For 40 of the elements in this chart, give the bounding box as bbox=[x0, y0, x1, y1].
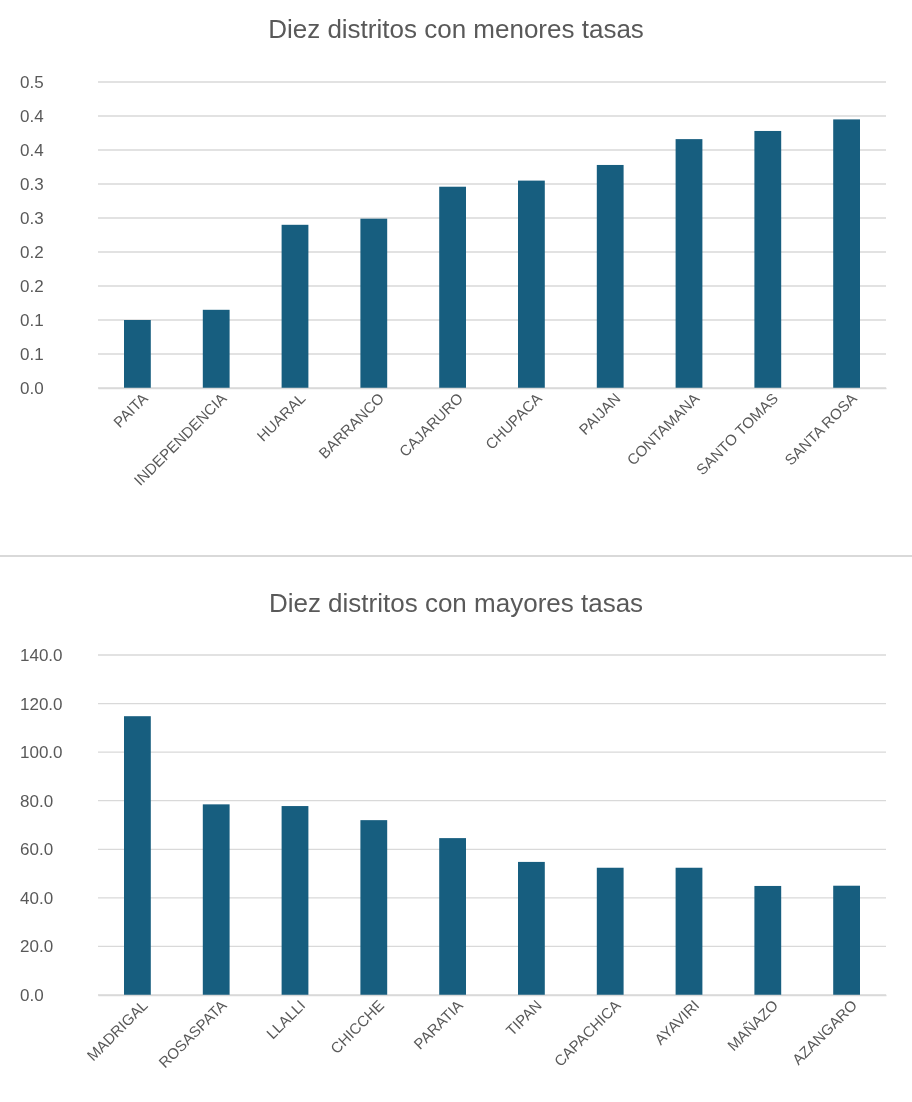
bar bbox=[518, 861, 545, 995]
bar bbox=[439, 186, 466, 388]
bar bbox=[281, 224, 309, 388]
bar bbox=[439, 838, 466, 995]
y-tick-label: 0.1 bbox=[20, 344, 44, 364]
bar bbox=[124, 320, 151, 388]
y-tick-label: 140.0 bbox=[20, 645, 63, 665]
bar bbox=[202, 309, 230, 388]
y-tick-label: 100.0 bbox=[20, 743, 63, 763]
y-tick-label: 0.5 bbox=[20, 72, 44, 92]
y-tick-label: 0.0 bbox=[20, 985, 44, 1005]
bar bbox=[281, 806, 309, 995]
y-tick-label: 0.4 bbox=[20, 140, 44, 160]
y-tick-label: 120.0 bbox=[20, 694, 63, 714]
y-tick-label: 80.0 bbox=[20, 791, 54, 811]
y-tick-label: 0.3 bbox=[20, 174, 44, 194]
y-tick-label: 0.2 bbox=[20, 242, 44, 262]
bar bbox=[754, 130, 782, 388]
chart-title: Diez distritos con mayores tasas bbox=[268, 588, 644, 618]
y-tick-label: 60.0 bbox=[20, 840, 54, 860]
bar bbox=[518, 180, 545, 388]
bar bbox=[833, 885, 860, 995]
bar bbox=[202, 804, 230, 995]
bar bbox=[596, 867, 624, 995]
bar bbox=[675, 139, 703, 388]
chart-title: Diez distritos con menores tasas bbox=[268, 14, 644, 44]
bar bbox=[124, 716, 151, 995]
bar bbox=[754, 885, 782, 995]
y-tick-label: 0.1 bbox=[20, 310, 44, 330]
y-tick-label: 0.3 bbox=[20, 208, 44, 228]
bar bbox=[596, 164, 624, 388]
y-tick-label: 20.0 bbox=[20, 937, 54, 957]
bar bbox=[675, 867, 703, 995]
bar bbox=[360, 218, 388, 388]
bar bbox=[360, 820, 388, 995]
y-tick-label: 0.2 bbox=[20, 276, 44, 296]
y-tick-label: 40.0 bbox=[20, 888, 54, 908]
y-tick-label: 0.4 bbox=[20, 106, 44, 126]
bar bbox=[833, 119, 860, 388]
y-tick-label: 0.0 bbox=[20, 378, 44, 398]
